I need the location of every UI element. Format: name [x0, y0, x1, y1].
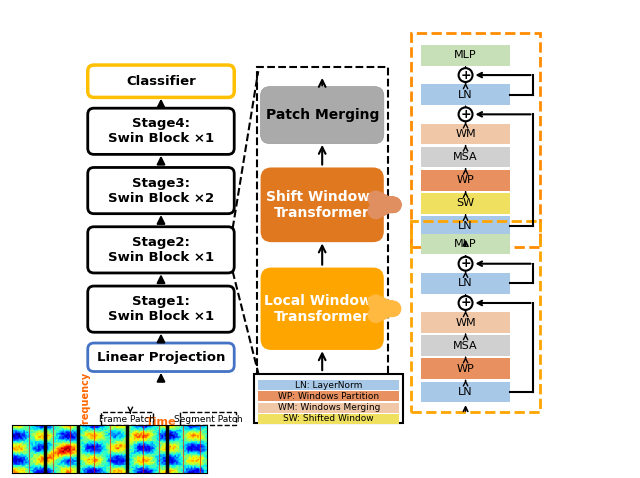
- FancyBboxPatch shape: [88, 108, 234, 154]
- Text: Time: Time: [146, 416, 177, 426]
- Circle shape: [459, 257, 472, 271]
- Circle shape: [459, 108, 472, 121]
- FancyBboxPatch shape: [180, 413, 236, 425]
- FancyBboxPatch shape: [88, 65, 234, 98]
- Text: +: +: [460, 68, 471, 82]
- Text: Segment Patch: Segment Patch: [173, 415, 242, 424]
- FancyBboxPatch shape: [421, 84, 510, 105]
- Text: Stage3:
Swin Block ×2: Stage3: Swin Block ×2: [108, 176, 214, 205]
- FancyBboxPatch shape: [260, 87, 384, 143]
- FancyBboxPatch shape: [88, 167, 234, 214]
- Text: WP: Windows Partition: WP: Windows Partition: [278, 392, 380, 401]
- Text: LN: LN: [458, 387, 473, 397]
- Text: Frame Patch: Frame Patch: [99, 415, 154, 424]
- Text: LN: LayerNorm: LN: LayerNorm: [295, 381, 362, 390]
- FancyBboxPatch shape: [260, 268, 384, 350]
- FancyBboxPatch shape: [421, 312, 510, 333]
- Text: Frequency: Frequency: [79, 372, 90, 429]
- Text: WP: WP: [457, 175, 474, 185]
- FancyBboxPatch shape: [421, 170, 510, 191]
- Text: LN: LN: [458, 278, 473, 288]
- FancyBboxPatch shape: [421, 147, 510, 167]
- Text: MLP: MLP: [454, 51, 477, 60]
- Text: SW: Shifted Window: SW: Shifted Window: [284, 414, 374, 423]
- FancyBboxPatch shape: [421, 358, 510, 379]
- FancyBboxPatch shape: [259, 402, 399, 413]
- FancyBboxPatch shape: [260, 167, 384, 242]
- Text: WP: WP: [457, 364, 474, 374]
- FancyBboxPatch shape: [259, 413, 399, 424]
- Text: Stage4:
Swin Block ×1: Stage4: Swin Block ×1: [108, 117, 214, 145]
- FancyBboxPatch shape: [421, 216, 510, 237]
- Text: Stage1:
Swin Block ×1: Stage1: Swin Block ×1: [108, 295, 214, 323]
- Text: +: +: [460, 296, 471, 309]
- Text: LN: LN: [458, 90, 473, 100]
- FancyBboxPatch shape: [421, 381, 510, 402]
- Circle shape: [459, 68, 472, 82]
- FancyBboxPatch shape: [254, 374, 403, 423]
- Text: +: +: [460, 108, 471, 121]
- FancyBboxPatch shape: [259, 380, 399, 391]
- FancyBboxPatch shape: [101, 413, 153, 425]
- Circle shape: [459, 296, 472, 310]
- FancyBboxPatch shape: [421, 336, 510, 356]
- Text: Local Windows
Transformer: Local Windows Transformer: [264, 293, 380, 324]
- FancyBboxPatch shape: [88, 343, 234, 371]
- FancyBboxPatch shape: [421, 193, 510, 214]
- Text: +: +: [460, 257, 471, 270]
- FancyBboxPatch shape: [421, 45, 510, 66]
- FancyBboxPatch shape: [421, 124, 510, 144]
- Text: Stage2:
Swin Block ×1: Stage2: Swin Block ×1: [108, 236, 214, 264]
- Text: MSA: MSA: [453, 341, 478, 351]
- Text: WM: Windows Merging: WM: Windows Merging: [278, 403, 380, 412]
- Text: Linear Projection: Linear Projection: [97, 351, 225, 364]
- Text: SW: SW: [456, 198, 475, 208]
- Text: Shift Windows
Transformer: Shift Windows Transformer: [266, 190, 378, 220]
- FancyBboxPatch shape: [259, 391, 399, 402]
- FancyBboxPatch shape: [88, 286, 234, 332]
- FancyBboxPatch shape: [421, 234, 510, 254]
- Text: WM: WM: [455, 129, 476, 139]
- Text: MSA: MSA: [453, 152, 478, 162]
- Text: LN: LN: [458, 221, 473, 231]
- Text: Patch Merging: Patch Merging: [266, 108, 379, 122]
- FancyBboxPatch shape: [421, 273, 510, 294]
- FancyBboxPatch shape: [88, 227, 234, 273]
- Text: MLP: MLP: [454, 239, 477, 249]
- Text: Classifier: Classifier: [126, 75, 196, 88]
- Text: WM: WM: [455, 317, 476, 327]
